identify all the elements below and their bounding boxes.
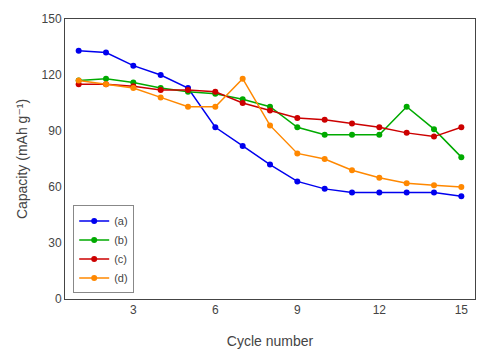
svg-text:0: 0 xyxy=(55,292,62,306)
svg-text:(a): (a) xyxy=(114,215,127,227)
svg-text:12: 12 xyxy=(373,303,387,317)
svg-text:30: 30 xyxy=(48,236,62,250)
svg-text:(d): (d) xyxy=(114,272,127,284)
svg-text:9: 9 xyxy=(294,303,301,317)
svg-text:60: 60 xyxy=(48,180,62,194)
svg-text:15: 15 xyxy=(455,303,469,317)
svg-text:150: 150 xyxy=(42,12,62,26)
svg-text:Cycle number: Cycle number xyxy=(227,333,314,349)
svg-text:6: 6 xyxy=(212,303,219,317)
svg-text:90: 90 xyxy=(48,124,62,138)
svg-text:Capacity (mAh g⁻¹): Capacity (mAh g⁻¹) xyxy=(14,99,30,219)
svg-text:(b): (b) xyxy=(114,234,127,246)
svg-text:3: 3 xyxy=(130,303,137,317)
svg-text:(c): (c) xyxy=(114,253,127,265)
svg-text:120: 120 xyxy=(42,68,62,82)
